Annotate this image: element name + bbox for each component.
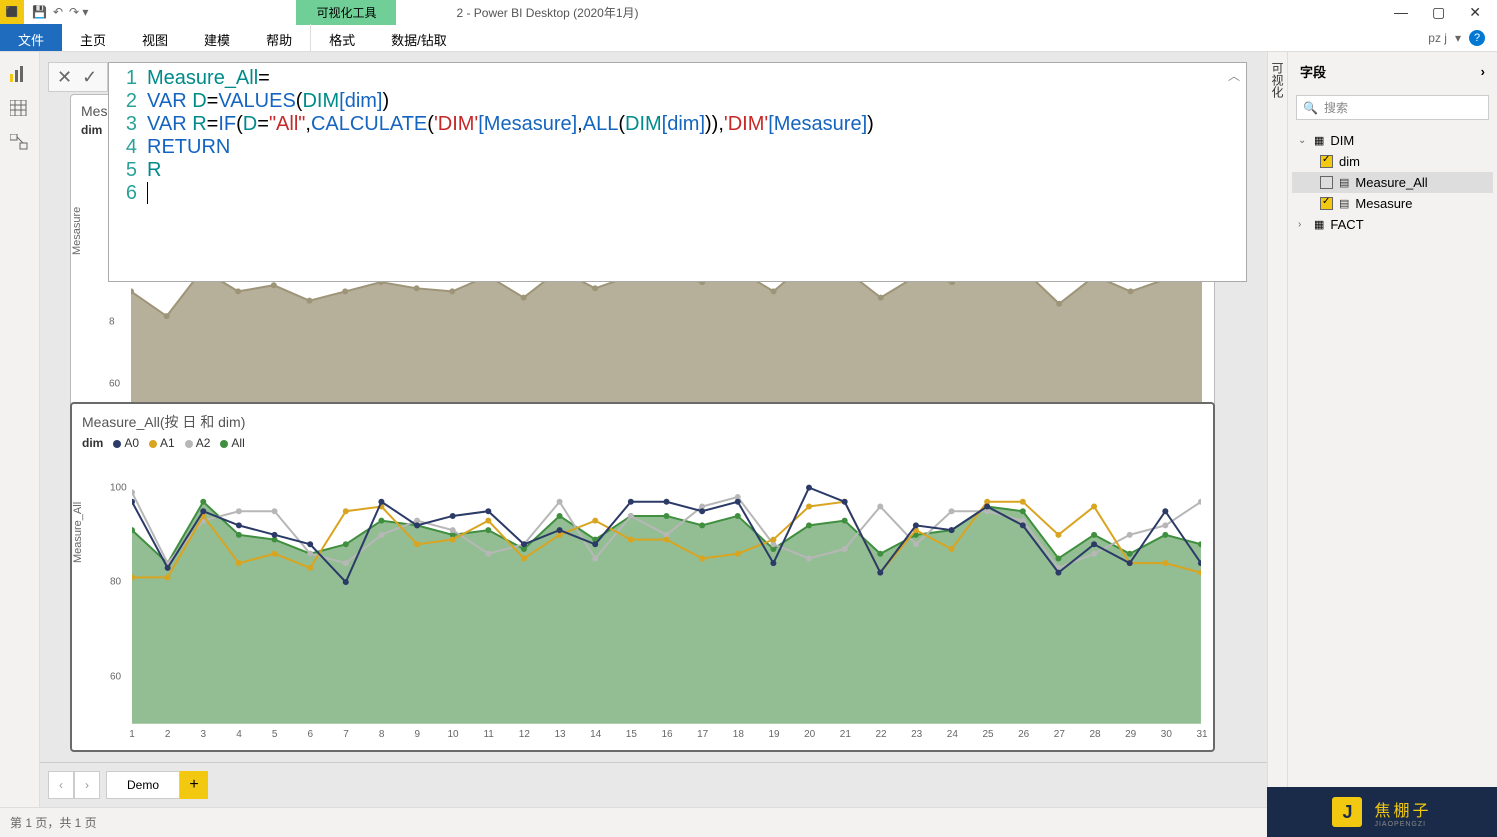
visualizations-pane-collapsed[interactable]: 可视化 <box>1267 52 1287 807</box>
report-view-icon[interactable] <box>10 66 30 82</box>
fields-tree: ⌄▦DIMdim▤Measure_All▤Mesasure›▦FACT <box>1288 124 1497 241</box>
app-icon: ⬛ <box>0 0 24 24</box>
status-text: 第 1 页，共 1 页 <box>10 814 97 831</box>
tab-数据/钻取[interactable]: 数据/钻取 <box>373 24 465 51</box>
commit-icon[interactable]: ✓ <box>82 67 97 88</box>
field-Mesasure[interactable]: ▤Mesasure <box>1292 193 1493 214</box>
maximize-icon[interactable]: ▢ <box>1432 4 1445 21</box>
table-DIM[interactable]: ⌄▦DIM <box>1292 130 1493 151</box>
chart2-plot <box>132 464 1201 724</box>
page-tabs: ‹ › Demo + <box>40 762 1267 807</box>
visualizations-label: 可视化 <box>1269 52 1286 98</box>
formula-bar: ✕ ✓ ︿ 1Measure_All= 2VAR D=VALUES(DIM[di… <box>48 62 1247 282</box>
collapse-editor-icon[interactable]: ︿ <box>1228 67 1240 84</box>
report-canvas[interactable]: Mesas dim Mesasure 608101234567891011121… <box>40 52 1267 762</box>
user-label[interactable]: pz j <box>1428 31 1447 45</box>
user-area: pz j ▾ ? <box>1428 24 1497 51</box>
ribbon: 文件 主页视图建模帮助 格式数据/钻取 pz j ▾ ? <box>0 24 1497 52</box>
add-page-button[interactable]: + <box>180 771 208 799</box>
page-tab[interactable]: Demo <box>106 771 180 799</box>
fields-search[interactable]: 🔍 搜索 <box>1296 95 1489 120</box>
fields-header: 字段 › <box>1288 52 1497 91</box>
chart2-legend: dimA0A1A2All <box>72 434 1213 456</box>
close-icon[interactable]: ✕ <box>1469 4 1481 21</box>
view-rail <box>0 52 40 807</box>
table-FACT[interactable]: ›▦FACT <box>1292 214 1493 235</box>
cancel-icon[interactable]: ✕ <box>57 67 72 88</box>
tab-建模[interactable]: 建模 <box>186 24 248 51</box>
tab-格式[interactable]: 格式 <box>310 24 373 51</box>
dax-editor[interactable]: ︿ 1Measure_All= 2VAR D=VALUES(DIM[dim])3… <box>108 62 1247 282</box>
model-view-icon[interactable] <box>10 134 30 150</box>
chevron-right-icon[interactable]: › <box>1481 64 1485 79</box>
chart-measure-all[interactable]: Measure_All(按 日 和 dim) dimA0A1A2All Meas… <box>70 402 1215 752</box>
fields-pane: 字段 › 🔍 搜索 ⌄▦DIMdim▤Measure_All▤Mesasure›… <box>1287 52 1497 807</box>
formula-actions: ✕ ✓ <box>48 62 108 92</box>
window-title: 2 - Power BI Desktop (2020年1月) <box>456 4 638 21</box>
watermark-logo: J 焦棚子 JIAOPENGZI <box>1267 787 1497 837</box>
help-icon[interactable]: ? <box>1469 30 1485 46</box>
data-view-icon[interactable] <box>10 100 30 116</box>
user-chevron-icon[interactable]: ▾ <box>1455 31 1461 45</box>
search-icon: 🔍 <box>1303 101 1318 115</box>
quick-access: 💾 ↶ ↷ ▾ <box>24 5 96 19</box>
minimize-icon[interactable]: — <box>1394 4 1408 21</box>
redo-icon[interactable]: ↷ ▾ <box>69 5 88 19</box>
undo-icon[interactable]: ↶ <box>53 5 63 19</box>
field-dim[interactable]: dim <box>1292 151 1493 172</box>
save-icon[interactable]: 💾 <box>32 5 47 19</box>
contextual-tab-label: 可视化工具 <box>296 0 396 25</box>
page-prev-icon[interactable]: ‹ <box>48 771 74 799</box>
page-next-icon[interactable]: › <box>74 771 100 799</box>
tab-file[interactable]: 文件 <box>0 24 62 51</box>
tab-帮助[interactable]: 帮助 <box>248 24 310 51</box>
tab-视图[interactable]: 视图 <box>124 24 186 51</box>
chart2-title: Measure_All(按 日 和 dim) <box>72 404 1213 434</box>
field-Measure_All[interactable]: ▤Measure_All <box>1292 172 1493 193</box>
watermark-icon: J <box>1332 797 1362 827</box>
titlebar: ⬛ 💾 ↶ ↷ ▾ 可视化工具 2 - Power BI Desktop (20… <box>0 0 1497 24</box>
tab-主页[interactable]: 主页 <box>62 24 124 51</box>
window-controls: — ▢ ✕ <box>1394 4 1497 21</box>
chart2-ylabel: Measure_All <box>72 502 84 563</box>
search-placeholder: 搜索 <box>1324 99 1348 116</box>
